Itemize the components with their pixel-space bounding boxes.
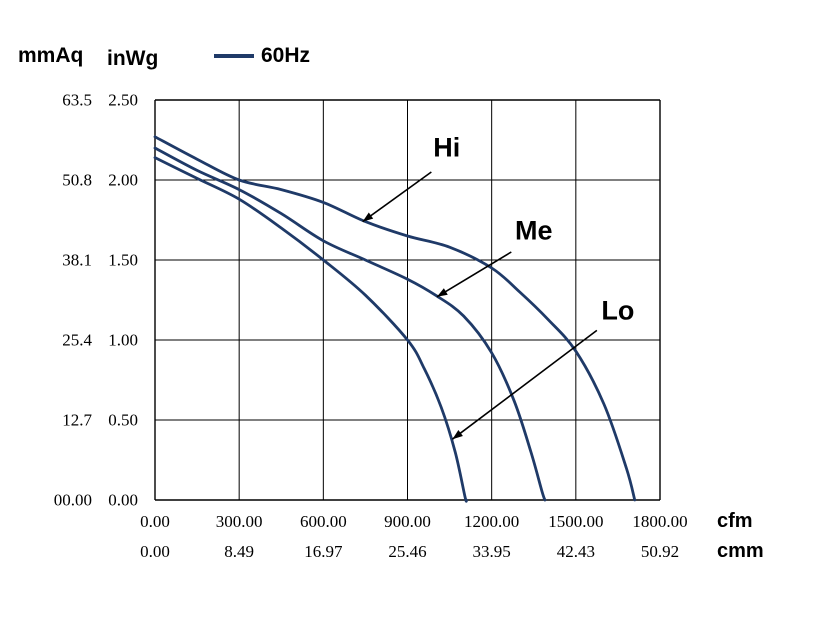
annotation-arrowhead-hi	[362, 212, 374, 222]
annotation-arrow-me	[436, 251, 512, 298]
mmaq-tick-12.7: 12.7	[62, 410, 92, 430]
y-axis-unit-inwg: inWg	[107, 47, 159, 70]
cmm-tick-33.95: 33.95	[472, 542, 511, 561]
y-axis-unit-mmaq: mmAq	[18, 44, 84, 67]
legend-line-swatch	[214, 54, 254, 58]
annotation-arrow-hi	[362, 171, 432, 223]
cmm-tick-8.49: 8.49	[224, 542, 255, 561]
annotation-arrow-lo	[451, 329, 598, 440]
curve-label-lo: Lo	[601, 295, 635, 326]
cmm-tick-0.00: 0.00	[140, 542, 170, 561]
cfm-tick-600.00: 600.00	[299, 512, 347, 531]
curve-me	[153, 146, 547, 502]
x-axis-unit-cmm: cmm	[717, 540, 764, 562]
cfm-tick-0.00: 0.00	[140, 512, 170, 531]
annotation-arrowhead-me	[436, 288, 448, 297]
mmaq-tick-25.4: 25.4	[62, 330, 92, 350]
cfm-tick-1200.00: 1200.00	[464, 512, 520, 531]
curve-label-me: Me	[514, 215, 553, 246]
inwg-tick-1.50: 1.50	[108, 250, 138, 270]
legend-label: 60Hz	[261, 44, 311, 67]
cmm-tick-16.97: 16.97	[304, 542, 343, 561]
cfm-tick-1800.00: 1800.00	[632, 512, 688, 531]
legend: 60Hz	[214, 44, 310, 68]
mmaq-tick-38.1: 38.1	[62, 250, 92, 270]
cmm-tick-50.92: 50.92	[640, 542, 680, 561]
mmaq-tick-00.00: 00.00	[53, 490, 92, 510]
inwg-tick-2.00: 2.00	[108, 170, 138, 190]
inwg-tick-2.50: 2.50	[108, 90, 138, 110]
mmaq-tick-63.5: 63.5	[62, 90, 92, 110]
cfm-tick-300.00: 300.00	[215, 512, 263, 531]
cmm-tick-42.43: 42.43	[556, 542, 595, 561]
inwg-tick-1.00: 1.00	[108, 330, 138, 350]
curve-label-hi: Hi	[433, 132, 461, 163]
inwg-tick-0.50: 0.50	[108, 410, 138, 430]
cfm-tick-1500.00: 1500.00	[548, 512, 604, 531]
mmaq-tick-50.8: 50.8	[62, 170, 92, 190]
x-axis-unit-cfm: cfm	[717, 510, 753, 532]
curve-lo	[153, 156, 468, 503]
annotation-arrowhead-lo	[452, 429, 463, 440]
curve-hi	[153, 135, 637, 502]
inwg-tick-0.00: 0.00	[108, 490, 138, 510]
cmm-tick-25.46: 25.46	[388, 542, 427, 561]
cfm-tick-900.00: 900.00	[384, 512, 431, 531]
